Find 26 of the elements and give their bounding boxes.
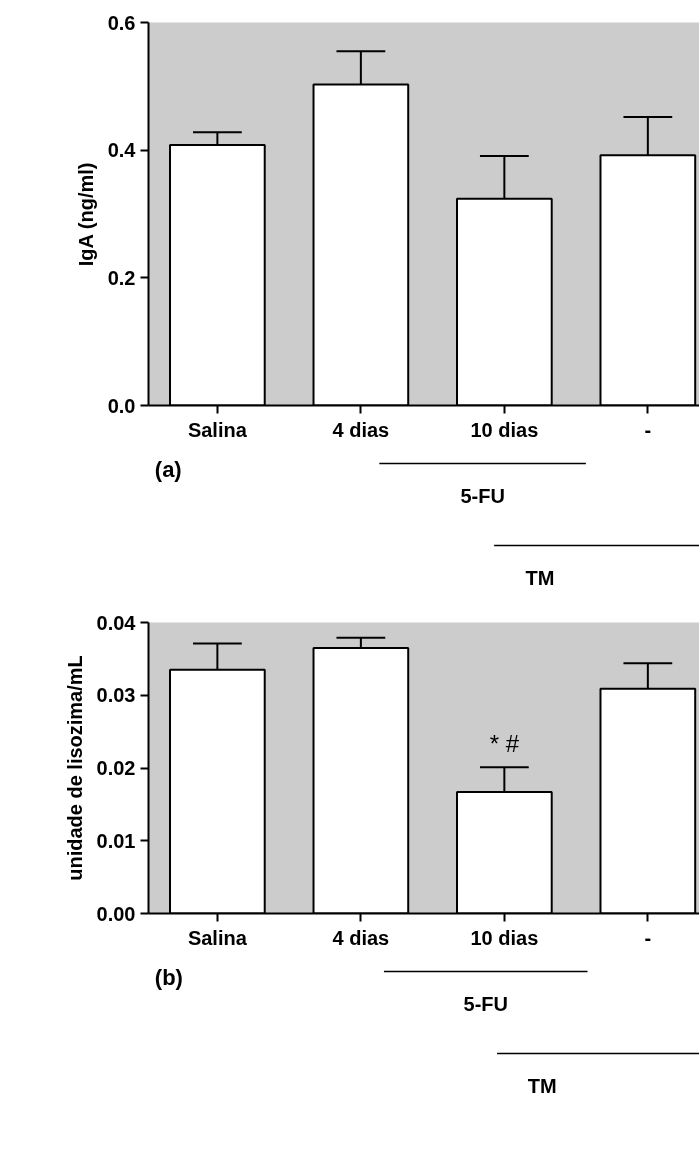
x-tick-label: Salina	[187, 926, 248, 949]
x-tick-label: 10 dias	[470, 926, 539, 949]
y-axis-title: IgA (ng/ml)	[74, 162, 97, 267]
y-tick-label: 0.6	[107, 11, 136, 34]
y-tick-label: 0.01	[96, 829, 136, 852]
y-tick-label: 0.0	[107, 394, 136, 417]
y-tick-label: 0.02	[96, 757, 136, 779]
text: TM	[527, 1074, 557, 1097]
x-tick-label: 4 dias	[332, 926, 390, 949]
text: TM	[525, 566, 555, 589]
x-tick-label: -	[644, 926, 652, 949]
y-tick-label: 0.2	[107, 266, 136, 289]
x-tick-label: 10 dias	[470, 418, 539, 441]
y-axis-title: unidade de lisozima/mL	[63, 655, 86, 881]
text: (b)	[154, 965, 183, 990]
x-tick-label: -	[644, 418, 652, 441]
text: (a)	[154, 457, 182, 482]
x-tick-label: 4 dias	[332, 418, 390, 441]
text: 5-FU	[463, 992, 508, 1015]
y-tick-label: 0.04	[96, 611, 137, 634]
annotation: * #	[489, 730, 520, 758]
y-tick-label: 0.00	[96, 902, 136, 925]
text: 5-FU	[460, 484, 505, 507]
x-tick-label: Salina	[187, 418, 248, 441]
y-tick-label: 0.4	[107, 139, 137, 162]
y-tick-label: 0.03	[96, 684, 136, 707]
